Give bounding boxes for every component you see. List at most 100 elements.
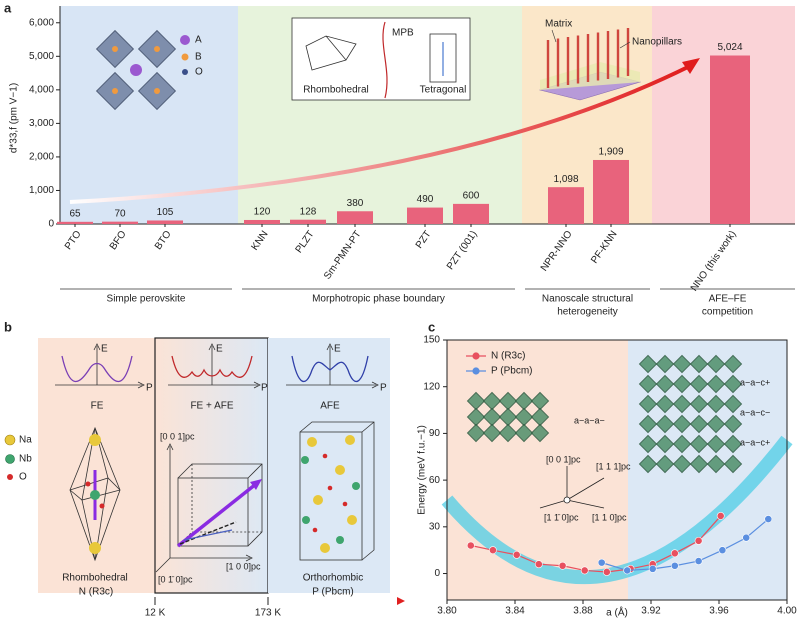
annotation: Matrix — [545, 19, 572, 30]
x-tick-label: PLZT — [294, 229, 317, 255]
data-point — [597, 558, 606, 567]
octahedron — [723, 454, 743, 474]
legend-atom — [182, 69, 188, 75]
data-point — [648, 564, 657, 573]
octahedron — [514, 391, 534, 411]
temperature-label: 12 K — [145, 608, 166, 619]
value-label: 490 — [417, 194, 434, 205]
value-label: 5,024 — [717, 42, 742, 53]
bar — [290, 219, 326, 224]
bar — [407, 207, 443, 224]
annotation: [1 1̄ 0]pc — [544, 512, 579, 522]
group-label: Simple perovskite — [107, 294, 186, 305]
annotation: [1 1 1]pc — [596, 461, 631, 471]
octahedron — [723, 394, 743, 414]
annotation: Rhombohedral — [303, 85, 369, 96]
octahedron — [498, 391, 518, 411]
legend-marker — [472, 352, 480, 360]
octahedron — [638, 354, 658, 374]
temperature-label: 173 K — [255, 608, 281, 619]
annotation: a−a−c+ — [740, 377, 770, 387]
data-point — [534, 560, 543, 569]
x-axis-title: a (Å) — [606, 606, 628, 619]
octahedron — [689, 434, 709, 454]
octahedron — [723, 354, 743, 374]
panel-label: b — [4, 319, 12, 334]
atom-b — [154, 46, 160, 52]
annotation: MPB — [392, 28, 414, 39]
x-tick-label: KNN — [249, 229, 270, 253]
trend-arrow — [69, 64, 691, 204]
octahedron — [655, 414, 675, 434]
value-label: 65 — [69, 208, 81, 219]
atom — [99, 503, 105, 509]
octahedron — [466, 423, 486, 443]
y-tick-label: 90 — [429, 428, 441, 439]
legend-na — [4, 434, 16, 446]
trend-arrow-head — [682, 58, 700, 74]
y-tick-label: 120 — [423, 381, 440, 392]
orthorhombic-atoms — [301, 435, 360, 553]
tetragonal-cell — [429, 33, 457, 83]
y-axis-title: d*33,f (pm V−1) — [9, 83, 20, 153]
annotation: B — [195, 52, 202, 63]
y-tick-label: 5,000 — [29, 51, 54, 62]
y-tick-label: 0 — [48, 219, 54, 230]
mixed-well — [171, 355, 253, 378]
value-label: 128 — [300, 206, 317, 217]
axis-label: P — [261, 383, 268, 394]
bar — [548, 187, 584, 224]
data-point — [602, 568, 611, 576]
data-point — [764, 515, 773, 523]
y-tick-label: 2,000 — [29, 152, 54, 163]
data-point — [694, 536, 703, 545]
octahedron — [466, 407, 486, 427]
octahedron — [655, 354, 675, 374]
state-label: FE + AFE — [190, 401, 233, 412]
axis-label: P — [380, 383, 387, 394]
bar — [57, 221, 93, 224]
series-line — [470, 515, 722, 573]
annotation: A — [195, 35, 202, 46]
octahedron — [638, 394, 658, 414]
rhombohedral-cube — [305, 35, 357, 71]
octahedron — [655, 454, 675, 474]
panel-label: c — [428, 319, 435, 334]
mixed-region — [154, 337, 269, 594]
rhombohedral-cell — [69, 426, 121, 562]
value-label: 120 — [254, 207, 271, 218]
value-label: 600 — [463, 191, 480, 202]
group-label: Nanoscale structural — [542, 294, 633, 305]
direction-arrows — [539, 466, 605, 509]
legend-label: N (R3c) — [491, 351, 525, 362]
element-label: Nb — [19, 454, 32, 465]
direction-label: [1 0 0]pc — [226, 561, 261, 571]
data-point — [670, 561, 679, 570]
y-tick-label: 150 — [423, 335, 440, 346]
annotation: a−a−c+ — [740, 437, 770, 447]
annotation: O — [195, 67, 203, 78]
x-tick-label: NPR-NNO — [539, 229, 575, 274]
annotation: a−a−a− — [574, 415, 605, 425]
octahedron — [689, 414, 709, 434]
octahedron — [672, 394, 692, 414]
data-point — [580, 566, 589, 575]
phase-label: N (R3c) — [79, 587, 113, 598]
direction-label: [0 1̄ 0]pc — [158, 574, 193, 584]
octahedron — [689, 454, 709, 474]
element-label: Na — [19, 435, 32, 446]
atom-b — [112, 46, 118, 52]
atom — [89, 434, 101, 446]
octahedron — [689, 354, 709, 374]
data-point — [670, 549, 679, 558]
octahedron — [638, 434, 658, 454]
bar — [593, 159, 629, 224]
x-tick-label: NNO (this work) — [689, 229, 739, 294]
x-tick-label: BFO — [108, 229, 129, 252]
bar — [147, 220, 183, 224]
x-tick-label: PZT — [414, 229, 434, 251]
atom-b — [112, 88, 118, 94]
data-point — [742, 533, 751, 542]
octahedron — [706, 454, 726, 474]
